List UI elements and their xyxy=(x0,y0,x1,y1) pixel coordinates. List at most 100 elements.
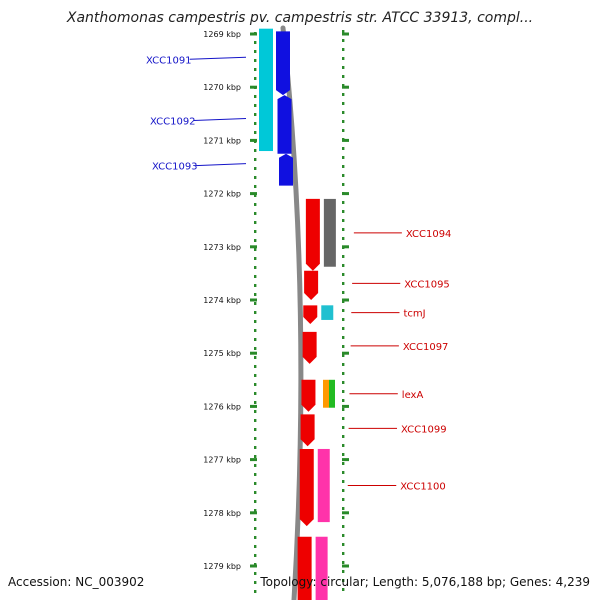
gene-label[interactable]: XCC1093 xyxy=(152,162,198,173)
cds-feature[interactable] xyxy=(323,379,329,408)
left-guide-dots xyxy=(254,194,257,197)
tick-mark xyxy=(342,458,349,462)
right-guide-dots xyxy=(342,444,345,447)
left-guide-dots xyxy=(254,158,257,161)
left-guide-dots xyxy=(254,284,257,287)
right-guide-dots xyxy=(342,489,345,492)
right-guide-dots xyxy=(342,354,345,357)
tick-mark xyxy=(342,85,349,89)
gene-arrow[interactable] xyxy=(302,331,317,364)
cds-feature[interactable] xyxy=(321,305,334,320)
left-guide-dots xyxy=(254,500,257,503)
tick-mark xyxy=(250,511,257,515)
left-guide-dots xyxy=(254,347,257,350)
left-guide-dots xyxy=(254,185,257,188)
left-guide-dots xyxy=(254,473,257,476)
right-guide-dots xyxy=(342,480,345,483)
left-guide-dots xyxy=(254,248,257,251)
gene-label[interactable]: XCC1092 xyxy=(150,116,196,127)
right-guide-dots xyxy=(342,291,345,294)
left-guide-dots xyxy=(254,410,257,413)
left-guide-dots xyxy=(254,545,257,548)
gene-arrow[interactable] xyxy=(279,153,293,186)
left-guide-dots xyxy=(254,311,257,314)
right-guide-dots xyxy=(342,174,345,177)
right-guide-dots xyxy=(342,264,345,267)
left-guide-dots xyxy=(254,518,257,521)
left-guide-dots xyxy=(254,482,257,485)
left-guide-dots xyxy=(254,419,257,422)
left-guide-dots xyxy=(254,464,257,467)
gene-label[interactable]: XCC1100 xyxy=(400,482,446,493)
right-guide-dots xyxy=(342,237,345,240)
tick-label: 1275 kbp xyxy=(203,349,241,358)
gene-label[interactable]: lexA xyxy=(402,390,424,401)
right-guide-dots xyxy=(342,552,345,555)
right-guide-dots xyxy=(342,273,345,276)
right-guide-dots xyxy=(342,498,345,501)
right-guide-dots xyxy=(342,525,345,528)
tick-mark xyxy=(342,138,349,142)
gene-arrow[interactable] xyxy=(300,414,315,447)
tick-mark xyxy=(250,351,257,355)
cds-feature[interactable] xyxy=(329,379,335,408)
gene-arrow[interactable] xyxy=(299,448,314,527)
left-guide-dots xyxy=(254,122,257,125)
right-guide-dots xyxy=(342,570,345,573)
gene-arrow[interactable] xyxy=(303,305,318,324)
tick-mark xyxy=(250,32,257,36)
left-guide-dots xyxy=(254,455,257,458)
left-guide-dots xyxy=(254,293,257,296)
left-guide-dots xyxy=(254,50,257,53)
tick-mark xyxy=(342,404,349,408)
right-guide-dots xyxy=(342,219,345,222)
left-guide-dots xyxy=(254,257,257,260)
gene-label[interactable]: tcmJ xyxy=(403,309,425,320)
cds-feature[interactable] xyxy=(315,536,328,600)
gene-label[interactable]: XCC1095 xyxy=(404,279,450,290)
right-guide-dots xyxy=(342,372,345,375)
right-guide-dots xyxy=(342,30,345,33)
left-guide-dots xyxy=(254,275,257,278)
right-guide-dots xyxy=(342,462,345,465)
gene-label[interactable]: XCC1091 xyxy=(146,55,192,66)
map-title: Xanthomonas campestris pv. campestris st… xyxy=(66,10,534,26)
gene-arrow[interactable] xyxy=(276,31,290,96)
left-guide-dots xyxy=(254,59,257,62)
left-guide-dots xyxy=(254,176,257,179)
cds-feature[interactable] xyxy=(323,198,336,267)
gene-arrow[interactable] xyxy=(297,536,312,600)
right-guide-dots xyxy=(342,255,345,258)
right-guide-dots xyxy=(342,84,345,87)
tick-label: 1278 kbp xyxy=(203,509,241,518)
right-guide-dots xyxy=(342,210,345,213)
left-guide-dots xyxy=(254,113,257,116)
gene-label[interactable]: XCC1094 xyxy=(406,229,452,240)
right-guide-dots xyxy=(342,120,345,123)
right-guide-dots xyxy=(342,363,345,366)
right-guide-dots xyxy=(342,435,345,438)
topology-text: Topology: circular; Length: 5,076,188 bp… xyxy=(260,575,590,589)
gene-arrow[interactable] xyxy=(304,270,319,300)
gene-arrow[interactable] xyxy=(301,379,316,412)
cds-feature[interactable] xyxy=(259,28,273,152)
gene-label[interactable]: XCC1099 xyxy=(401,424,447,435)
right-guide-dots xyxy=(342,543,345,546)
tick-mark xyxy=(250,245,257,249)
tick-label: 1279 kbp xyxy=(203,562,241,571)
cds-feature[interactable] xyxy=(317,448,330,523)
tick-mark xyxy=(342,245,349,249)
left-guide-dots xyxy=(254,239,257,242)
gene-arrow[interactable] xyxy=(305,198,320,271)
right-guide-dots xyxy=(342,336,345,339)
left-guide-dots xyxy=(254,221,257,224)
gene-label[interactable]: XCC1097 xyxy=(403,342,449,353)
right-guide-dots xyxy=(342,453,345,456)
right-guide-dots xyxy=(342,165,345,168)
gene-arrow[interactable] xyxy=(277,95,292,154)
tick-mark xyxy=(250,298,257,302)
tick-mark xyxy=(250,564,257,568)
right-guide-dots xyxy=(342,201,345,204)
right-guide-dots xyxy=(342,561,345,564)
